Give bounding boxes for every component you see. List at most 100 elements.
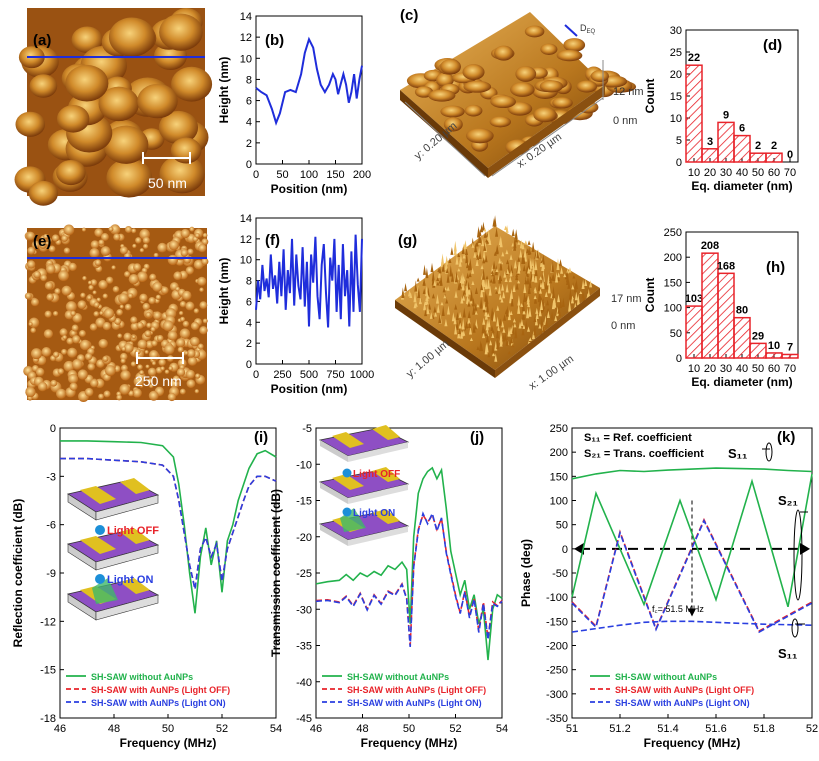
afm-spike <box>496 325 500 331</box>
afm-spike <box>505 225 509 233</box>
bar-h <box>717 272 735 359</box>
y-tick-label-b: 4 <box>246 117 252 129</box>
y-tick-label-h: 0 <box>676 353 682 365</box>
afm-grain <box>71 359 83 370</box>
x-tick-label-h: 70 <box>784 363 796 375</box>
afm-spike <box>561 297 565 308</box>
afm-spike <box>527 302 531 308</box>
afm-grain <box>178 311 184 316</box>
afm-spike <box>574 291 578 301</box>
afm-grain <box>139 370 145 376</box>
afm-grain <box>45 264 56 274</box>
afm-grain <box>98 86 140 122</box>
bar-d <box>685 64 703 163</box>
y-axis-label-d: Count <box>643 79 657 114</box>
bar-d <box>717 121 735 163</box>
afm-grain <box>43 329 54 339</box>
afm-grain <box>62 335 68 340</box>
afm-spike <box>401 287 405 298</box>
afm-spike <box>489 340 493 346</box>
bar-h <box>765 352 783 359</box>
afm-spike <box>524 240 528 245</box>
bar-d <box>733 134 751 163</box>
bar-label-d: 22 <box>688 52 700 64</box>
afm-grain <box>148 390 159 401</box>
afm-grain <box>187 248 194 255</box>
bar-h <box>749 342 767 359</box>
afm-spike <box>426 294 430 299</box>
afm-spike <box>482 267 486 280</box>
bar-h <box>685 305 703 359</box>
bar-d <box>749 152 767 163</box>
x-axis-label-f: Position (nm) <box>271 382 348 396</box>
afm-grain <box>168 240 179 251</box>
afm-spike <box>513 322 517 328</box>
afm-spike <box>425 285 429 297</box>
afm-spike <box>503 270 507 278</box>
x-tick-label-j: 50 <box>403 723 415 735</box>
x-tick-label-h: 50 <box>752 363 764 375</box>
afm-spike <box>445 267 449 274</box>
x-tick-label-k: 52 <box>806 723 818 735</box>
afm-grain <box>145 364 150 369</box>
afm-spike <box>582 293 586 302</box>
afm-spike <box>505 249 509 255</box>
y-tick-label-k: 200 <box>550 447 568 459</box>
afm-grain <box>98 338 108 349</box>
afm-grain <box>84 352 93 361</box>
afm-spike <box>418 295 422 305</box>
afm-spike <box>551 260 555 273</box>
afm-spike <box>547 281 551 294</box>
afm-spike <box>499 259 503 271</box>
y-tick-label-k: -350 <box>546 713 568 725</box>
afm-spike <box>534 316 538 326</box>
x-tick-label-h: 40 <box>736 363 748 375</box>
afm-spike <box>514 326 518 339</box>
afm-spike <box>484 255 488 263</box>
afm-grain <box>111 265 116 270</box>
afm-spike <box>520 318 524 326</box>
afm-grain <box>175 338 186 348</box>
afm-spike <box>479 340 483 352</box>
afm-grain <box>123 342 134 353</box>
afm-grain <box>142 302 151 311</box>
afm-spike <box>511 326 515 335</box>
afm-grain <box>56 105 90 133</box>
k-arrow-right <box>800 542 810 555</box>
afm-spike <box>519 239 523 249</box>
afm-spike <box>556 273 560 281</box>
x-tick-label-b: 0 <box>253 169 259 181</box>
x-tick-label-d: 30 <box>720 167 732 179</box>
afm-spike <box>455 319 459 330</box>
afm-spike <box>526 248 530 254</box>
c-z-top: 12 nm <box>613 86 644 98</box>
afm-spike <box>472 304 476 315</box>
legend-label-green: SH-SAW without AuNPs <box>347 672 449 682</box>
afm-spike <box>492 260 496 269</box>
afm-grain <box>148 296 156 305</box>
afm-spike <box>570 295 574 304</box>
afm-spike <box>482 257 486 264</box>
afm-spike <box>535 311 539 320</box>
afm-grain <box>63 360 75 372</box>
afm-grain <box>128 273 139 285</box>
x-tick-label-d: 50 <box>752 167 764 179</box>
afm-spike <box>524 295 528 302</box>
afm-spike <box>540 316 544 329</box>
afm-spike <box>462 330 466 336</box>
afm-grain <box>120 370 131 381</box>
afm-bump <box>552 97 573 109</box>
afm-spike <box>445 255 449 265</box>
afm-spike <box>509 254 513 260</box>
afm-grain <box>197 276 207 286</box>
chart-j: 46 48 50 52 54 -5 -10 -15 -20 -25 -30 -35 -40 -45 Freq… <box>269 423 508 750</box>
x-tick-label-f: 250 <box>273 369 291 381</box>
afm-grain <box>25 386 36 398</box>
afm-grain <box>94 259 102 266</box>
afm-spike <box>465 251 469 264</box>
y-tick-label-b: 6 <box>246 96 252 108</box>
afm-grain <box>106 158 153 198</box>
afm-grain <box>40 274 48 282</box>
y-tick-label-h: 100 <box>664 303 682 315</box>
afm-grain <box>68 373 79 384</box>
